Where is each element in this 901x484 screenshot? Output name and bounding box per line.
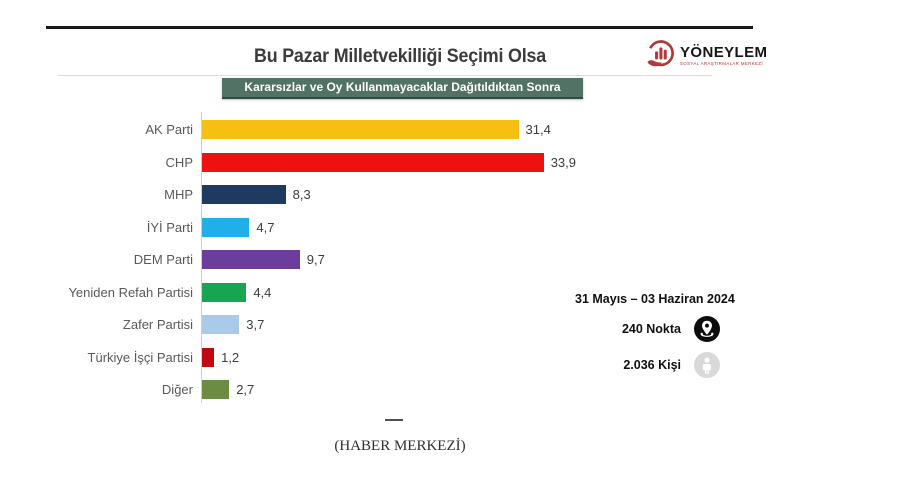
bar-row: Türkiye İşçi Partisi 1,2 [0, 347, 640, 367]
logo-name: YÖNEYLEM [680, 43, 768, 61]
bar-row: Yeniden Refah Partisi 4,4 [0, 282, 640, 302]
yoneylem-logo-text: YÖNEYLEM SOSYAL ARAŞTIRMALAR MERKEZİ [680, 45, 767, 66]
bar-row: CHP 33,9 [0, 152, 640, 172]
logo-subtitle: SOSYAL ARAŞTIRMALAR MERKEZİ [680, 60, 763, 66]
party-label: İYİ Parti [146, 219, 193, 235]
party-label: CHP [165, 154, 193, 170]
survey-respondents-row: 2.036 Kişi [575, 352, 720, 378]
person-icon [694, 352, 720, 378]
y-axis-line [201, 112, 202, 403]
bar-chart: AK Parti 31,4 CHP 33,9 MHP 8,3 İYİ Parti 4,7 DEM… [0, 120, 640, 413]
top-divider-rule [46, 26, 753, 29]
party-label: DEM Parti [133, 252, 193, 267]
party-label: AK Parti [145, 122, 193, 137]
bar-row: DEM Parti 9,7 [0, 250, 640, 269]
survey-info-panel: 31 Mayıs – 03 Haziran 2024 240 Nokta 2.0… [575, 292, 735, 378]
survey-date-range: 31 Mayıs – 03 Haziran 2024 [575, 292, 735, 306]
bar [202, 185, 286, 204]
bar [202, 315, 240, 334]
bar-row: AK Parti 31,4 [0, 120, 640, 139]
bar [202, 217, 250, 237]
bar-value-label: 4,7 [256, 219, 275, 235]
bar-value-label: 3,7 [246, 317, 265, 332]
bar-row: İYİ Parti 4,7 [0, 217, 640, 237]
party-label: Yeniden Refah Partisi [68, 284, 193, 300]
bar [202, 120, 519, 139]
bar-value-label: 33,9 [550, 154, 577, 170]
party-label: Türkiye İşçi Partisi [87, 349, 193, 365]
respondents-label: 2.036 Kişi [623, 358, 681, 372]
yoneylem-logo: YÖNEYLEM SOSYAL ARAŞTIRMALAR MERKEZİ [642, 37, 767, 73]
bar-value-label: 2,7 [236, 382, 255, 397]
party-label: MHP [164, 187, 193, 202]
party-label: Zafer Partisi [122, 317, 193, 332]
bar-value-label: 31,4 [525, 122, 551, 137]
bar-row: Diğer 2,7 [0, 380, 640, 399]
bar-value-label: 1,2 [221, 349, 240, 365]
location-pin-icon [694, 316, 720, 342]
points-label: 240 Nokta [621, 322, 681, 336]
bar [202, 250, 300, 269]
page-title: Bu Pazar Milletvekilliği Seçimi Olsa [253, 46, 547, 67]
subtitle-badge: Kararsızlar ve Oy Kullanmayacaklar Dağıt… [222, 78, 583, 99]
bar-value-label: 9,7 [306, 252, 325, 267]
footer-divider [385, 419, 403, 421]
yoneylem-logo-icon [647, 40, 674, 67]
party-label: Diğer [161, 382, 193, 397]
title-underline-rule [58, 75, 712, 76]
bar [202, 347, 215, 367]
survey-points-row: 240 Nokta [575, 316, 720, 342]
footer-credit: (HABER MERKEZİ) [334, 438, 466, 454]
bar [202, 380, 230, 399]
bar-row: Zafer Partisi 3,7 [0, 315, 640, 334]
bar-value-label: 8,3 [292, 187, 311, 202]
bar-value-label: 4,4 [253, 284, 272, 300]
bar [202, 282, 247, 302]
bar [202, 152, 544, 172]
bar-row: MHP 8,3 [0, 185, 640, 204]
